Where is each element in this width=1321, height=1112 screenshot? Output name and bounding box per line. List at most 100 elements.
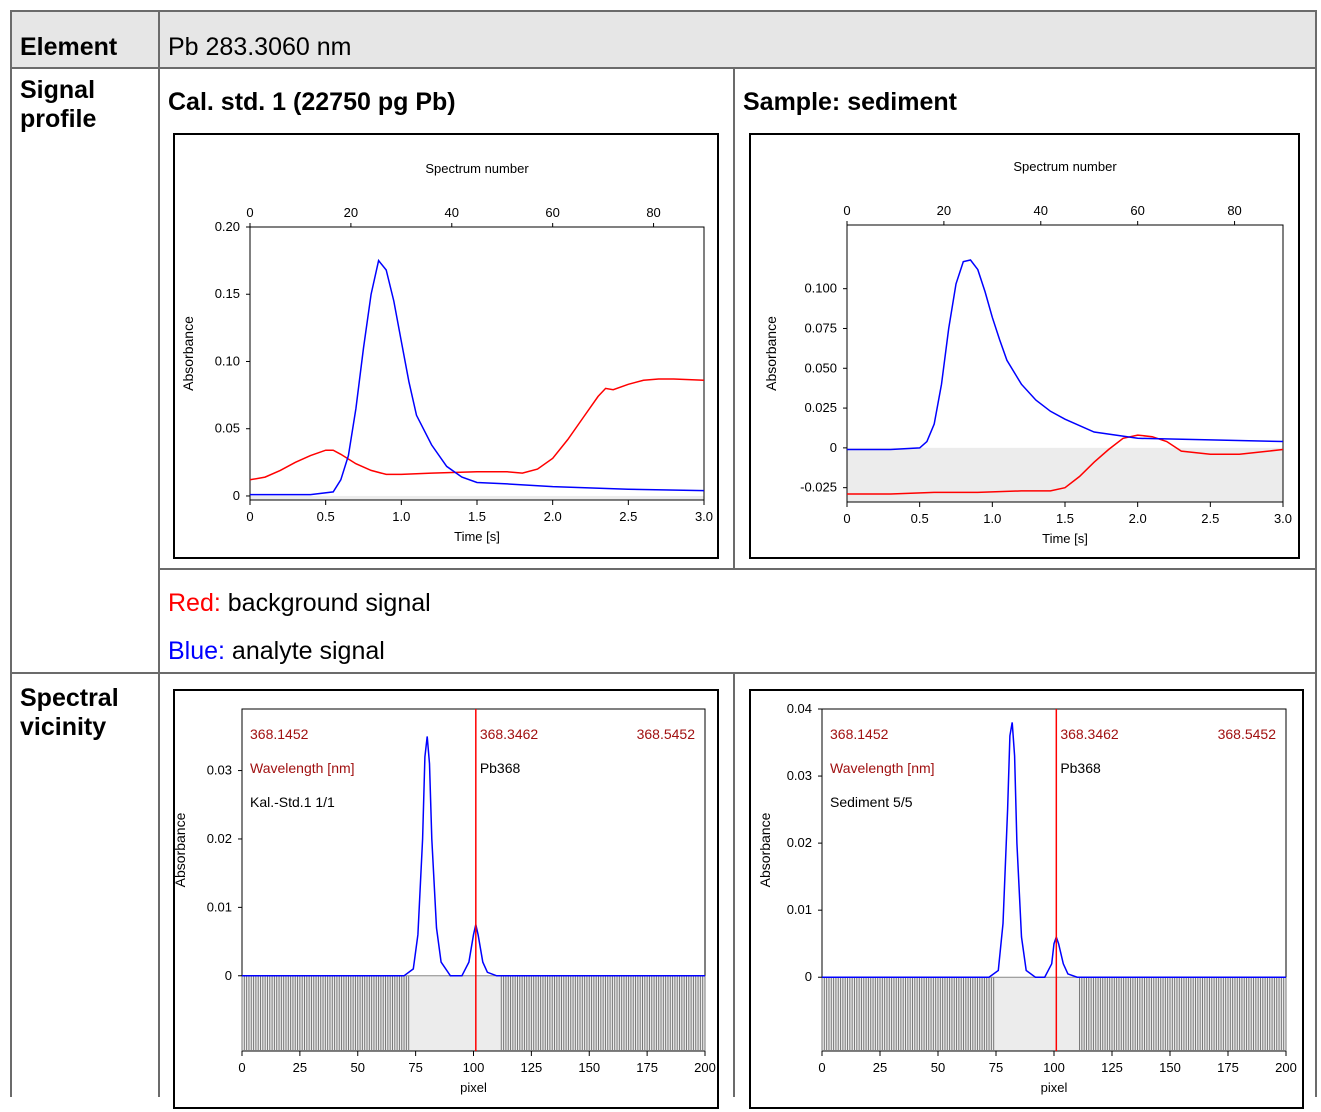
wavelength-mid-label: 368.3462 bbox=[480, 726, 539, 742]
y-tick-label: 0 bbox=[830, 440, 837, 455]
wavelength-right-label: 368.5452 bbox=[1218, 726, 1277, 742]
x-axis-label: Time [s] bbox=[454, 529, 500, 544]
x-tick-label: 0.5 bbox=[911, 511, 929, 526]
y-axis-label: Absorbance bbox=[763, 316, 779, 391]
x-tick-label: 1.5 bbox=[468, 509, 486, 524]
sample-title: Sample: sediment bbox=[743, 88, 957, 116]
y-tick-label: 0.01 bbox=[207, 899, 232, 914]
x-tick-label: 2.5 bbox=[619, 509, 637, 524]
y-tick-label: 0.050 bbox=[804, 360, 837, 375]
x-tick-label: 200 bbox=[694, 1060, 716, 1075]
y-tick-label: -0.025 bbox=[800, 480, 837, 495]
legend-blue-text: analyte signal bbox=[224, 637, 385, 665]
y-tick-label: 0.10 bbox=[215, 353, 240, 368]
x-tick-label: 1.0 bbox=[983, 511, 1001, 526]
x-tick-label: 25 bbox=[293, 1060, 307, 1075]
baseline-fill bbox=[242, 975, 705, 1051]
wavelength-left-label: 368.1452 bbox=[250, 726, 309, 742]
table-border-left bbox=[10, 10, 12, 1097]
x-tick-label: 100 bbox=[1043, 1060, 1065, 1075]
y-tick-label: 0.100 bbox=[804, 281, 837, 296]
y-tick-label: 0.03 bbox=[787, 768, 812, 783]
line-label: Pb368 bbox=[1060, 760, 1101, 776]
legend-red-text: background signal bbox=[220, 589, 431, 617]
top-tick-label: 40 bbox=[1034, 203, 1048, 218]
y-tick-label: 0 bbox=[233, 488, 240, 503]
x-tick-label: 175 bbox=[1217, 1060, 1239, 1075]
x-tick-label: 125 bbox=[521, 1060, 543, 1075]
plot-frame bbox=[249, 226, 705, 501]
x-tick-label: 2.5 bbox=[1201, 511, 1219, 526]
x-tick-label: 150 bbox=[1159, 1060, 1181, 1075]
top-tick-label: 0 bbox=[246, 205, 253, 220]
x-tick-label: 0 bbox=[843, 511, 850, 526]
y-tick-label: 0.02 bbox=[787, 835, 812, 850]
top-tick-label: 0 bbox=[843, 203, 850, 218]
label-column-divider bbox=[158, 10, 160, 1097]
baseline-fill bbox=[822, 977, 1286, 1051]
analyte-signal-line bbox=[822, 722, 1286, 978]
signal-profile-label-line2: profile bbox=[20, 105, 97, 133]
x-tick-label: 0 bbox=[818, 1060, 825, 1075]
sample-label: Kal.-Std.1 1/1 bbox=[250, 794, 335, 810]
x-tick-label: 1.0 bbox=[392, 509, 410, 524]
signal-profile-svg-cal: 0 0.5 1.0 1.5 2.0 2.5 3.0 Time [s] 0 0.05 0.10 0.15… bbox=[180, 161, 713, 544]
signal-profile-label-line1: Signal bbox=[20, 76, 96, 104]
header-row-background bbox=[11, 11, 1316, 68]
top-tick-label: 60 bbox=[545, 205, 559, 220]
y-tick-label: 0.05 bbox=[215, 421, 240, 436]
spectral-column-divider bbox=[733, 672, 735, 1097]
x-tick-label: 0 bbox=[246, 509, 253, 524]
x-tick-label: 50 bbox=[351, 1060, 365, 1075]
y-tick-label: 0.15 bbox=[215, 286, 240, 301]
x-tick-label: 50 bbox=[931, 1060, 945, 1075]
x-tick-label: 175 bbox=[636, 1060, 658, 1075]
x-tick-label: 125 bbox=[1101, 1060, 1123, 1075]
x-axis-label: pixel bbox=[460, 1080, 487, 1095]
top-axis-label: Spectrum number bbox=[425, 161, 529, 176]
y-tick-label: 0.02 bbox=[207, 831, 232, 846]
spectral-svg-sample: 0 25 50 75 100 125 150 175 200 pixel 0 0.01 0.02 0.03… bbox=[757, 701, 1297, 1095]
x-tick-label: 3.0 bbox=[1274, 511, 1292, 526]
top-tick-label: 20 bbox=[937, 203, 951, 218]
spectral-svg-cal: 0 25 50 75 100 125 150 175 200 pixel 0 0.01 0.02 0.03… bbox=[172, 708, 716, 1095]
signal-profile-chart-sample: 0 0.5 1.0 1.5 2.0 2.5 3.0 Time [s] -0.025 0 0.025 0… bbox=[749, 133, 1300, 559]
spectral-chart-cal: 0 25 50 75 100 125 150 175 200 pixel 0 0.01 0.02 0.03… bbox=[172, 689, 719, 1109]
wavelength-mid-label: 368.3462 bbox=[1060, 726, 1119, 742]
y-tick-label: 0.03 bbox=[207, 763, 232, 778]
signal-profile-chart-cal: 0 0.5 1.0 1.5 2.0 2.5 3.0 Time [s] 0 0.05 0.10 0.15… bbox=[173, 133, 719, 559]
x-tick-label: 0.5 bbox=[317, 509, 335, 524]
cal-std-title: Cal. std. 1 (22750 pg Pb) bbox=[168, 88, 456, 116]
analyte-signal-line bbox=[242, 736, 705, 977]
y-tick-label: 0.075 bbox=[804, 320, 837, 335]
x-axis-label: Time [s] bbox=[1042, 531, 1088, 546]
y-axis-label: Absorbance bbox=[757, 812, 773, 887]
legend-blue: Blue: analyte signal bbox=[168, 637, 385, 666]
wavelength-right-label: 368.5452 bbox=[637, 726, 696, 742]
top-tick-label: 40 bbox=[445, 205, 459, 220]
y-tick-label: 0.20 bbox=[215, 219, 240, 234]
y-tick-label: 0.04 bbox=[787, 701, 812, 716]
top-tick-label: 80 bbox=[1227, 203, 1241, 218]
analyte-signal-line bbox=[847, 259, 1284, 451]
y-tick-label: 0.025 bbox=[804, 400, 837, 415]
signal-profile-svg-sample: 0 0.5 1.0 1.5 2.0 2.5 3.0 Time [s] -0.025 0 0.025 0… bbox=[763, 159, 1292, 546]
sample-label: Sediment 5/5 bbox=[830, 794, 913, 810]
row-divider-2 bbox=[10, 672, 1317, 674]
spectral-vicinity-label-line2: vicinity bbox=[20, 713, 107, 741]
legend-red: Red: background signal bbox=[168, 589, 431, 618]
table-border-right bbox=[1315, 10, 1317, 1097]
top-tick-label: 80 bbox=[646, 205, 660, 220]
x-tick-label: 200 bbox=[1275, 1060, 1297, 1075]
spectral-chart-sample: 0 25 50 75 100 125 150 175 200 pixel 0 0.01 0.02 0.03… bbox=[749, 689, 1304, 1109]
wavelength-axis-label: Wavelength [nm] bbox=[830, 760, 935, 776]
signal-inner-divider bbox=[160, 568, 1317, 570]
top-tick-label: 60 bbox=[1130, 203, 1144, 218]
y-tick-label: 0 bbox=[805, 969, 812, 984]
x-tick-label: 75 bbox=[989, 1060, 1003, 1075]
x-tick-label: 25 bbox=[873, 1060, 887, 1075]
y-axis-label: Absorbance bbox=[180, 316, 196, 391]
row-divider-1 bbox=[10, 67, 1317, 69]
y-tick-label: 0.01 bbox=[787, 902, 812, 917]
wavelength-axis-label: Wavelength [nm] bbox=[250, 760, 355, 776]
